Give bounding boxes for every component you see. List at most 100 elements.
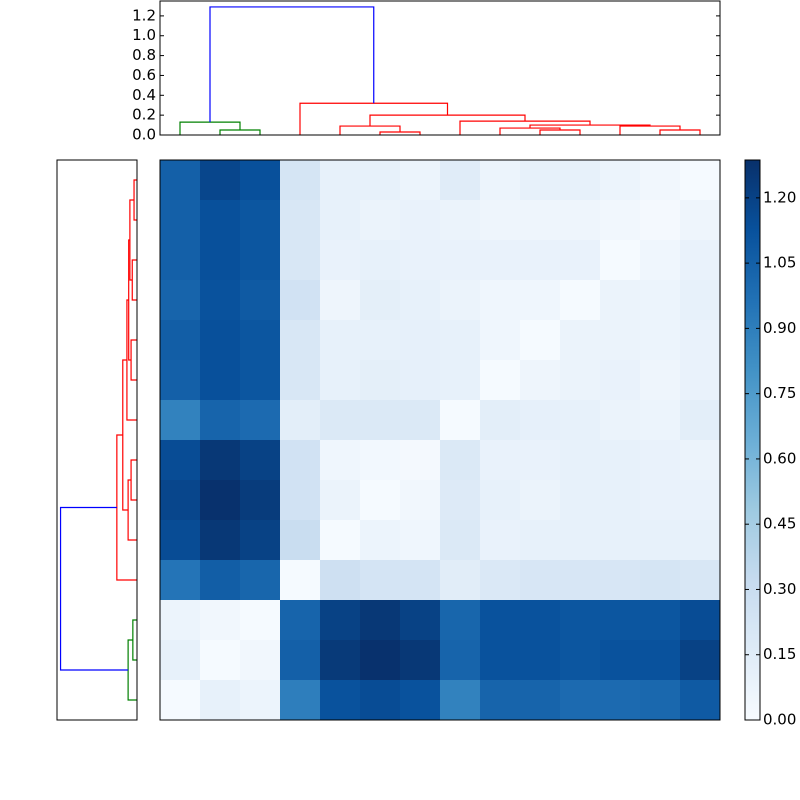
heatmap-cell bbox=[680, 640, 721, 681]
heatmap-cell bbox=[400, 480, 441, 521]
heatmap-cell bbox=[280, 640, 321, 681]
heatmap-cell bbox=[400, 680, 441, 721]
heatmap-cell bbox=[440, 400, 481, 441]
y-tick-label: 0.0 bbox=[132, 126, 156, 144]
heatmap-cell bbox=[640, 360, 681, 401]
heatmap-cell bbox=[360, 560, 401, 601]
heatmap-cell bbox=[160, 520, 201, 561]
heatmap-cell bbox=[240, 360, 281, 401]
heatmap-cell bbox=[200, 240, 241, 281]
heatmap-cell bbox=[520, 640, 561, 681]
heatmap-cell bbox=[160, 400, 201, 441]
heatmap-cell bbox=[320, 600, 361, 641]
heatmap-cell bbox=[640, 520, 681, 561]
heatmap-cell bbox=[640, 440, 681, 481]
heatmap-cell bbox=[560, 160, 601, 201]
heatmap-cell bbox=[560, 440, 601, 481]
heatmap-cell bbox=[680, 560, 721, 601]
heatmap-cell bbox=[360, 160, 401, 201]
colorbar-tick-label: 0.75 bbox=[763, 384, 796, 402]
heatmap-cell bbox=[360, 280, 401, 321]
heatmap-cell bbox=[520, 280, 561, 321]
heatmap-cell bbox=[640, 160, 681, 201]
heatmap-cell bbox=[480, 360, 521, 401]
dendrogram-link bbox=[299, 102, 449, 135]
heatmap-cell bbox=[440, 440, 481, 481]
heatmap-cell bbox=[520, 360, 561, 401]
left-dendrogram-frame bbox=[56, 159, 138, 721]
heatmap-cell bbox=[240, 280, 281, 321]
top-dendrogram-frame bbox=[159, 0, 721, 136]
heatmap-cell bbox=[280, 320, 321, 361]
heatmap-cell bbox=[560, 600, 601, 641]
heatmap-cell bbox=[680, 520, 721, 561]
dendrogram-link bbox=[209, 6, 375, 123]
heatmap-cell bbox=[440, 480, 481, 521]
heatmap-cell bbox=[440, 320, 481, 361]
heatmap-cell bbox=[280, 560, 321, 601]
heatmap-cell bbox=[280, 160, 321, 201]
heatmap-cell bbox=[480, 600, 521, 641]
dendrogram-link bbox=[131, 259, 137, 301]
heatmap-cell bbox=[160, 560, 201, 601]
heatmap-cell bbox=[400, 400, 441, 441]
heatmap-cell bbox=[200, 560, 241, 601]
heatmap-cell bbox=[480, 320, 521, 361]
dendrogram-link bbox=[339, 125, 401, 135]
heatmap-cell bbox=[600, 400, 641, 441]
heatmap-cell bbox=[680, 240, 721, 281]
heatmap-cell bbox=[560, 480, 601, 521]
heatmap-cell bbox=[280, 240, 321, 281]
colorbar-tick-label: 1.05 bbox=[763, 254, 796, 272]
heatmap-cell bbox=[400, 640, 441, 681]
heatmap-cell bbox=[240, 480, 281, 521]
heatmap-cell bbox=[560, 200, 601, 241]
heatmap-cell bbox=[240, 400, 281, 441]
heatmap-cell bbox=[560, 240, 601, 281]
heatmap-cell bbox=[520, 320, 561, 361]
heatmap-cell bbox=[600, 560, 641, 601]
heatmap-cell bbox=[440, 560, 481, 601]
heatmap-cell bbox=[640, 480, 681, 521]
heatmap-cell bbox=[600, 360, 641, 401]
heatmap-cell bbox=[640, 280, 681, 321]
heatmap-cell bbox=[200, 280, 241, 321]
heatmap-cell bbox=[320, 680, 361, 721]
heatmap-cell bbox=[200, 160, 241, 201]
heatmap-cell bbox=[200, 600, 241, 641]
dendrogram-link bbox=[499, 127, 561, 135]
heatmap-cell bbox=[640, 240, 681, 281]
heatmap-cell bbox=[160, 640, 201, 681]
heatmap-cell bbox=[480, 520, 521, 561]
heatmap-cell bbox=[240, 640, 281, 681]
colorbar-tick-label: 0.00 bbox=[763, 711, 796, 729]
heatmap-cell bbox=[480, 640, 521, 681]
heatmap-cell bbox=[640, 640, 681, 681]
dendrogram-link bbox=[179, 121, 241, 135]
dendrogram-link bbox=[116, 434, 137, 581]
heatmap-cell bbox=[680, 360, 721, 401]
heatmap-cell bbox=[360, 360, 401, 401]
heatmap-cell bbox=[280, 480, 321, 521]
dendrogram-link bbox=[127, 479, 137, 541]
heatmap-cell bbox=[680, 400, 721, 441]
heatmap-cell bbox=[600, 640, 641, 681]
heatmap-cell bbox=[440, 280, 481, 321]
dendrogram-link bbox=[59, 506, 129, 671]
heatmap-cell bbox=[240, 520, 281, 561]
dendrogram-link bbox=[130, 459, 137, 501]
heatmap-cell bbox=[400, 280, 441, 321]
heatmap-cell bbox=[240, 440, 281, 481]
heatmap-cell bbox=[520, 160, 561, 201]
heatmap-cell bbox=[480, 200, 521, 241]
y-tick-label: 0.2 bbox=[132, 106, 156, 124]
heatmap-cell bbox=[360, 520, 401, 561]
heatmap-cell bbox=[440, 520, 481, 561]
heatmap-cell bbox=[200, 640, 241, 681]
heatmap-cell bbox=[520, 440, 561, 481]
colorbar-tick-label: 0.60 bbox=[763, 449, 796, 467]
heatmap-cell bbox=[400, 200, 441, 241]
heatmap-cell bbox=[320, 440, 361, 481]
